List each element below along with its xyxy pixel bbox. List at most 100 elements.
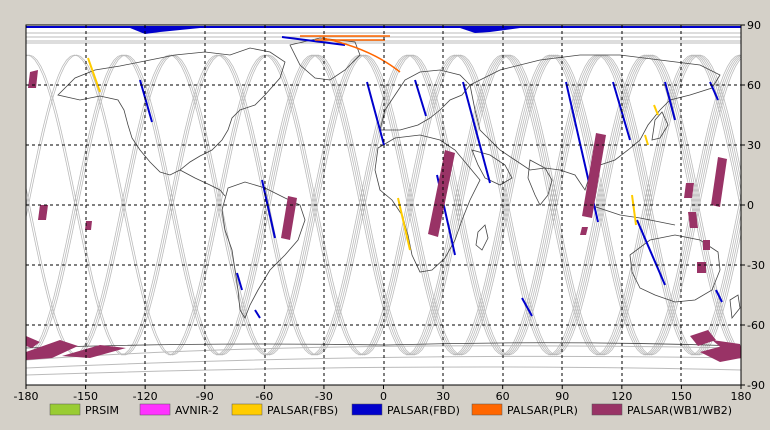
y-tick-label: -60 xyxy=(747,319,765,332)
wb-swath xyxy=(688,212,698,228)
x-tick-label: 90 xyxy=(555,390,569,403)
fbd-swath xyxy=(236,272,243,291)
fbd-swath xyxy=(636,219,666,286)
asia-coast xyxy=(469,54,721,191)
orbit-track xyxy=(453,54,741,356)
wb-swath xyxy=(28,70,38,88)
fbd-swath xyxy=(261,179,276,239)
x-tick-label: -30 xyxy=(315,390,333,403)
legend-label: PALSAR(FBD) xyxy=(387,404,460,417)
legend-label: PALSAR(WB1/WB2) xyxy=(627,404,732,417)
legend-swatch xyxy=(49,403,81,416)
orbit-track xyxy=(358,54,741,356)
wb-swath xyxy=(26,336,40,348)
legend-swatch xyxy=(231,403,263,416)
wb-swath xyxy=(62,345,126,358)
y-tick-label: 90 xyxy=(747,19,761,32)
y-tick-label: 60 xyxy=(747,79,761,92)
orbit-track xyxy=(26,54,559,356)
wb-swath xyxy=(85,221,92,230)
legend-swatch xyxy=(591,403,623,416)
y-tick-label: -90 xyxy=(747,379,765,392)
fbd-swath xyxy=(366,81,385,146)
japan-coast xyxy=(651,111,669,141)
antarctica-coast xyxy=(26,342,741,349)
orbit-track xyxy=(26,54,741,356)
wb-swath xyxy=(712,340,741,350)
fbs-swath xyxy=(87,57,101,93)
legend-swatch xyxy=(139,403,171,416)
orbit-track xyxy=(215,54,741,356)
x-tick-label: 30 xyxy=(436,390,450,403)
legend-label: PRSIM xyxy=(85,404,119,417)
legend-swatch xyxy=(351,403,383,416)
graticule xyxy=(26,25,741,385)
legend-label: AVNIR-2 xyxy=(175,404,219,417)
orbit-track xyxy=(548,54,741,356)
x-tick-label: 120 xyxy=(611,390,632,403)
north-america-coast xyxy=(57,47,286,176)
orbit-track xyxy=(310,54,741,356)
y-tick-label: 0 xyxy=(747,199,754,212)
fbd-swath xyxy=(414,79,427,117)
x-tick-label: 60 xyxy=(496,390,510,403)
indonesia-coast xyxy=(589,204,676,226)
y-tick-label: 30 xyxy=(747,139,761,152)
fbs-swath xyxy=(653,104,659,116)
y-axis-ticks: 90 60 30 0 -30 -60 -90 xyxy=(741,19,765,392)
orbit-track xyxy=(405,54,741,356)
fbd-swath xyxy=(254,309,261,319)
wb-swath xyxy=(281,196,297,240)
x-tick-label: -150 xyxy=(73,390,98,403)
south-america-coast xyxy=(221,181,306,319)
australia-coast xyxy=(629,234,721,303)
x-tick-label: 150 xyxy=(671,390,692,403)
x-axis-ticks: -180 -150 -120 -90 -60 -30 0 30 60 90 120 150 180 xyxy=(14,385,752,403)
wb-swath xyxy=(38,205,48,220)
central-america-coast xyxy=(179,169,226,197)
wb-swath xyxy=(703,240,710,250)
fbs-swath xyxy=(631,194,637,226)
orbit-track xyxy=(26,54,606,356)
orbit-track xyxy=(120,54,741,356)
orbit-track xyxy=(26,54,741,356)
fbs-swaths xyxy=(87,57,659,251)
wb-swath xyxy=(697,262,706,273)
coastlines xyxy=(26,37,741,349)
x-tick-label: -60 xyxy=(255,390,273,403)
fbd-swath xyxy=(139,79,153,123)
x-tick-label: 180 xyxy=(731,390,752,403)
legend-swatch xyxy=(471,403,503,416)
fbs-swath xyxy=(397,197,411,251)
fbd-swath xyxy=(281,36,346,46)
orbit-tracks xyxy=(26,54,741,356)
plr-swaths xyxy=(300,35,401,73)
wb-swath xyxy=(582,133,606,218)
fbd-swath xyxy=(664,81,676,121)
arabia-coast xyxy=(471,149,513,186)
fbd-swath xyxy=(521,297,533,317)
orbit-track xyxy=(168,54,741,356)
orbit-track xyxy=(500,54,741,356)
orbit-track xyxy=(26,54,654,356)
wb-swath xyxy=(26,340,78,360)
orbit-track xyxy=(26,54,741,356)
new-zealand-coast xyxy=(729,294,741,320)
x-tick-label: -90 xyxy=(196,390,214,403)
wb-swath xyxy=(690,330,716,346)
x-tick-label: -180 xyxy=(14,390,39,403)
wb-swath xyxy=(580,227,588,235)
legend: PRSIM AVNIR-2 PALSAR(FBS) PALSAR(FBD) PALSAR… xyxy=(49,403,732,417)
x-tick-label: -120 xyxy=(133,390,158,403)
orbit-track xyxy=(26,54,741,356)
orbit-track xyxy=(73,54,741,356)
x-tick-label: 0 xyxy=(380,390,387,403)
legend-label: PALSAR(FBS) xyxy=(267,404,338,417)
wb-swath xyxy=(684,183,694,198)
wb-swath xyxy=(711,157,727,207)
india-coast xyxy=(527,159,553,206)
fbd-swath xyxy=(462,81,491,184)
orbit-track xyxy=(26,54,701,356)
madagascar-coast xyxy=(475,224,489,251)
